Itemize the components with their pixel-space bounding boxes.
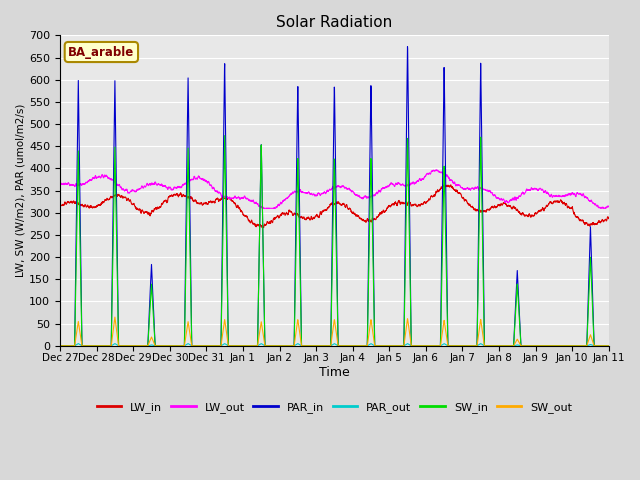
SW_in	[553, 343, 561, 348]
LW_in	[56, 204, 64, 210]
SW_in	[173, 343, 181, 348]
PAR_in	[553, 343, 561, 348]
SW_in	[56, 343, 64, 348]
X-axis label: Time: Time	[319, 366, 349, 379]
Line: SW_in: SW_in	[60, 135, 609, 346]
PAR_in	[605, 343, 612, 348]
PAR_out	[397, 343, 405, 348]
LW_out	[397, 182, 405, 188]
PAR_out	[56, 343, 64, 348]
LW_in	[209, 199, 217, 204]
SW_out	[388, 343, 396, 348]
LW_out	[605, 204, 612, 209]
LW_out	[605, 203, 612, 209]
SW_in	[605, 343, 612, 348]
Line: PAR_in: PAR_in	[60, 47, 609, 346]
PAR_out	[388, 343, 396, 348]
Line: PAR_out: PAR_out	[60, 344, 609, 346]
PAR_in	[605, 343, 612, 348]
LW_out	[56, 183, 64, 189]
LW_in	[397, 200, 405, 205]
LW_out	[553, 193, 561, 199]
LW_out	[173, 183, 181, 189]
SW_out	[174, 343, 182, 348]
Title: Solar Radiation: Solar Radiation	[276, 15, 392, 30]
SW_in	[221, 132, 228, 138]
SW_out	[397, 343, 405, 348]
LW_out	[433, 167, 440, 173]
PAR_out	[74, 341, 82, 347]
SW_in	[388, 343, 396, 348]
SW_in	[397, 343, 405, 348]
SW_out	[605, 343, 612, 348]
PAR_out	[553, 343, 561, 348]
PAR_in	[209, 343, 217, 348]
LW_out	[209, 185, 217, 191]
Legend: LW_in, LW_out, PAR_in, PAR_out, SW_in, SW_out: LW_in, LW_out, PAR_in, PAR_out, SW_in, S…	[92, 398, 577, 418]
Line: SW_out: SW_out	[60, 317, 609, 346]
PAR_in	[173, 343, 181, 348]
SW_out	[209, 343, 217, 348]
PAR_out	[605, 343, 612, 348]
LW_in	[447, 182, 454, 188]
SW_in	[605, 343, 612, 348]
SW_out	[605, 343, 612, 348]
LW_in	[173, 192, 181, 197]
LW_in	[605, 216, 612, 222]
PAR_out	[605, 343, 612, 348]
LW_out	[388, 181, 396, 187]
LW_in	[388, 202, 396, 208]
LW_in	[605, 216, 612, 221]
SW_out	[553, 343, 561, 348]
Text: BA_arable: BA_arable	[68, 46, 134, 59]
SW_in	[209, 343, 217, 348]
Line: LW_in: LW_in	[60, 185, 609, 228]
LW_in	[259, 225, 267, 230]
LW_in	[553, 199, 561, 205]
PAR_in	[397, 343, 405, 348]
PAR_in	[388, 343, 396, 348]
SW_out	[56, 343, 64, 348]
Y-axis label: LW, SW (W/m2), PAR (umol/m2/s): LW, SW (W/m2), PAR (umol/m2/s)	[15, 104, 25, 277]
SW_out	[111, 314, 119, 320]
LW_out	[259, 205, 267, 211]
PAR_in	[404, 44, 412, 49]
PAR_out	[174, 343, 182, 348]
Line: LW_out: LW_out	[60, 170, 609, 208]
PAR_in	[56, 343, 64, 348]
PAR_out	[209, 343, 217, 348]
